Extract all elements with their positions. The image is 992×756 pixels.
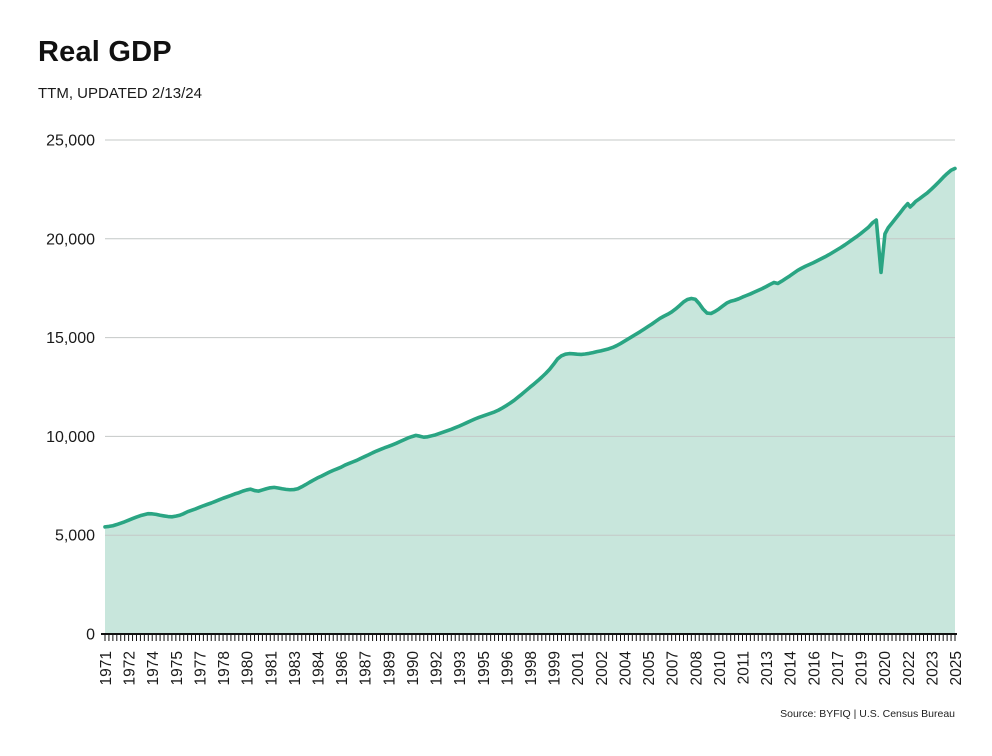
- y-tick-label: 25,000: [46, 133, 95, 150]
- x-tick-label: 2008: [688, 651, 705, 685]
- x-tick-label: 1981: [263, 651, 280, 685]
- x-tick-label: 2007: [665, 651, 682, 685]
- x-tick-label: 2022: [901, 651, 918, 685]
- x-tick-label: 2016: [806, 651, 823, 685]
- gdp-line: [103, 166, 957, 529]
- x-tick-label: 1974: [145, 651, 162, 686]
- source-attribution: Source: BYFIQ | U.S. Census Bureau: [780, 708, 955, 720]
- x-tick-label: 2014: [783, 651, 800, 686]
- x-tick-label: 1996: [499, 651, 516, 685]
- x-tick-label: 2002: [594, 651, 611, 685]
- y-tick-label: 15,000: [46, 330, 95, 347]
- x-tick-label: 2017: [830, 651, 847, 685]
- x-tick-label: 1983: [287, 651, 304, 685]
- x-tick-label: 1992: [429, 651, 446, 685]
- x-tick-label: 1989: [381, 651, 398, 685]
- x-tick-label: 2023: [924, 651, 941, 685]
- x-tick-label: 1984: [311, 651, 328, 686]
- x-tick-label: 1993: [452, 651, 469, 685]
- area-fill: [105, 168, 955, 634]
- y-tick-label: 10,000: [46, 429, 95, 446]
- x-tick-label: 1999: [547, 651, 564, 685]
- x-tick-label: 2020: [877, 651, 894, 686]
- x-tick-label: 2013: [759, 651, 776, 685]
- x-tick-label: 2004: [617, 651, 634, 686]
- x-tick-label: 1986: [334, 651, 351, 685]
- x-tick-label: 1980: [240, 651, 257, 686]
- x-tick-label: 1990: [405, 651, 422, 686]
- x-tick-label: 1995: [476, 651, 493, 685]
- y-tick-label: 20,000: [46, 231, 95, 248]
- chart-title: Real GDP: [38, 36, 172, 68]
- y-tick-label: 0: [86, 627, 95, 644]
- x-tick-label: 1977: [192, 651, 209, 685]
- y-tick-label: 5,000: [55, 528, 95, 545]
- x-tick-label: 2025: [948, 651, 965, 685]
- chart-subtitle: TTM, UPDATED 2/13/24: [38, 85, 202, 102]
- x-tick-label: 2011: [736, 651, 753, 684]
- x-tick-label: 1972: [122, 651, 139, 685]
- x-tick-label: 1998: [523, 651, 540, 685]
- x-tick-label: 2010: [712, 651, 729, 686]
- x-tick-label: 1978: [216, 651, 233, 685]
- x-tick-label: 2001: [570, 651, 587, 685]
- x-tick-label: 1975: [169, 651, 186, 685]
- x-tick-label: 2005: [641, 651, 658, 685]
- x-tick-label: 2019: [854, 651, 871, 685]
- x-tick-label: 1971: [98, 651, 115, 685]
- x-tick-label: 1987: [358, 651, 375, 685]
